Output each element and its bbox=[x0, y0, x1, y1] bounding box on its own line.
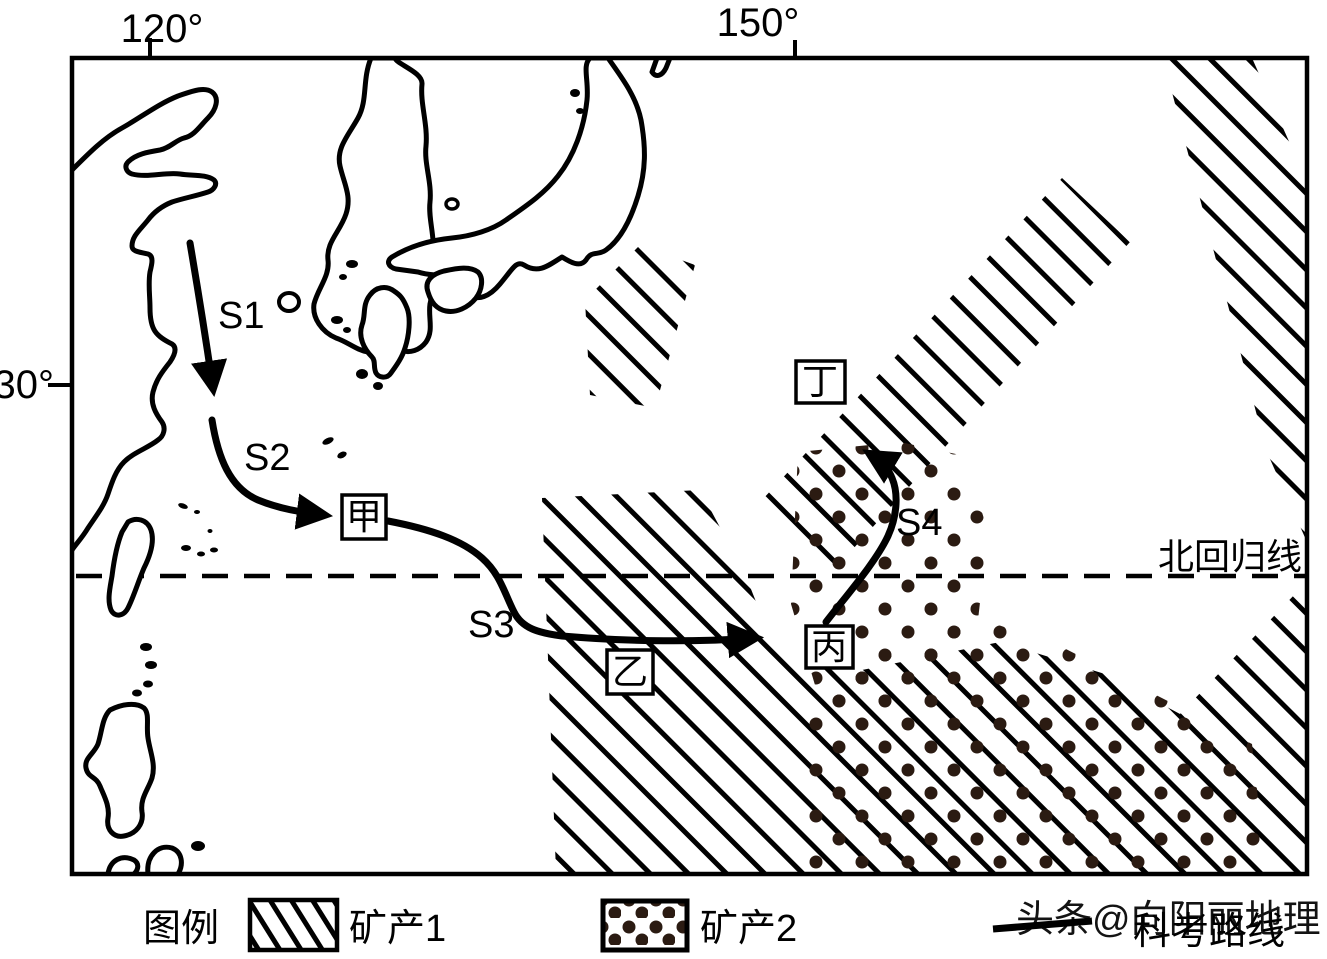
station-yi-label: 乙 bbox=[612, 651, 648, 692]
mineral1-region-southeast-of-japan bbox=[585, 245, 695, 408]
route-s3-arrow bbox=[384, 517, 765, 659]
station-jia-label: 甲 bbox=[346, 496, 382, 537]
lon-label-120: 120° bbox=[121, 7, 204, 51]
mineral1-region-northeast-corner bbox=[1163, 58, 1307, 542]
station-ding: 丁 bbox=[794, 359, 847, 405]
island-luzon bbox=[83, 701, 156, 839]
station-yi: 乙 bbox=[605, 648, 655, 696]
legend-swatch-mineral2 bbox=[600, 898, 690, 953]
mineral2-region-bottom-band bbox=[804, 618, 1266, 872]
legend-label-route: 科考路线 bbox=[1133, 911, 1285, 953]
legend-label-mineral1: 矿产1 bbox=[349, 908, 446, 950]
station-jia: 甲 bbox=[340, 493, 388, 541]
route-s2-arrow bbox=[208, 416, 334, 530]
coastline-china bbox=[72, 87, 219, 553]
survey-routes bbox=[186, 239, 903, 659]
legend: 图例 矿产1 矿产2 科考路线 头条@向阳丽地理 bbox=[143, 897, 1321, 953]
legend-route-line-symbol bbox=[992, 917, 1093, 933]
station-boxes: 甲 乙 丙 丁 bbox=[340, 359, 855, 696]
station-bing-label: 丙 bbox=[811, 626, 847, 667]
route-s4-arrow bbox=[822, 449, 903, 626]
island-taiwan bbox=[106, 516, 155, 618]
island-south-1 bbox=[145, 844, 184, 874]
legend-title: 图例 bbox=[143, 908, 219, 950]
route-s1-arrow bbox=[186, 239, 228, 398]
lon-label-150: 150° bbox=[717, 1, 800, 45]
station-bing: 丙 bbox=[804, 624, 855, 670]
map-border bbox=[69, 55, 1310, 877]
island-jeju bbox=[277, 291, 301, 313]
island-south-2 bbox=[105, 855, 141, 874]
coastline-kyushu bbox=[358, 285, 412, 380]
island-ulleungdo bbox=[444, 197, 460, 211]
route-s4-label: S4 bbox=[896, 502, 942, 544]
watermark-text: 头条@向阳丽地理 bbox=[1016, 899, 1321, 941]
route-s3-label: S3 bbox=[468, 604, 514, 646]
station-ding-label: 丁 bbox=[802, 361, 838, 402]
tropic-line-label: 北回归线 bbox=[1158, 536, 1302, 577]
legend-swatch-mineral1 bbox=[247, 897, 340, 953]
islets bbox=[132, 89, 584, 851]
coastline-honshu-north-stub bbox=[649, 58, 673, 78]
coastline-shikoku bbox=[424, 265, 485, 314]
mineral2-regions bbox=[791, 442, 1266, 872]
route-s2-label: S2 bbox=[244, 437, 290, 479]
legend-label-mineral2: 矿产2 bbox=[700, 908, 797, 950]
lat-label-30: 30° bbox=[0, 363, 54, 407]
route-s1-label: S1 bbox=[218, 295, 264, 337]
